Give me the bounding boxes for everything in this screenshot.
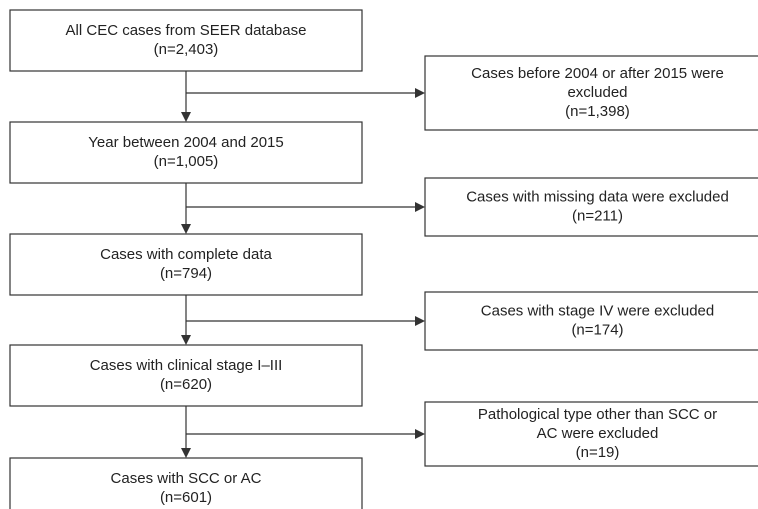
step-box [9, 457, 363, 509]
exclusion-box-text: AC were excluded [537, 425, 659, 442]
exclusion-box-text: Cases with stage IV were excluded [481, 302, 714, 319]
step-box [9, 233, 363, 296]
exclusion-box-text: Cases with missing data were excluded [466, 188, 729, 205]
exclusion-box [424, 55, 758, 131]
arrowhead [415, 429, 425, 439]
arrowhead [415, 88, 425, 98]
arrowhead [181, 112, 191, 122]
exclusion-box-text: Pathological type other than SCC or [478, 406, 717, 423]
step-box [9, 344, 363, 407]
step-box-text: Year between 2004 and 2015 [88, 134, 283, 151]
step-box-text: Cases with complete data [100, 246, 272, 263]
exclusion-box-text: excluded [567, 84, 627, 101]
exclusion-box-text: (n=19) [576, 444, 620, 461]
step-box-text: Cases with clinical stage I–III [90, 357, 283, 374]
exclusion-box [424, 401, 758, 467]
arrowhead [415, 202, 425, 212]
step-box-text: (n=2,403) [154, 41, 219, 58]
arrowhead [181, 335, 191, 345]
exclusion-box [424, 291, 758, 351]
arrowhead [181, 448, 191, 458]
step-box-text: (n=794) [160, 265, 212, 282]
step-box-text: (n=601) [160, 489, 212, 506]
step-box [9, 9, 363, 72]
arrowhead [181, 224, 191, 234]
step-box-text: Cases with SCC or AC [111, 470, 262, 487]
step-box-text: (n=1,005) [154, 153, 219, 170]
exclusion-box-text: (n=211) [572, 207, 623, 224]
exclusion-box-text: (n=1,398) [565, 103, 630, 120]
step-box-text: (n=620) [160, 376, 212, 393]
step-box-text: All CEC cases from SEER database [66, 22, 307, 39]
exclusion-box-text: (n=174) [571, 321, 623, 338]
exclusion-box-text: Cases before 2004 or after 2015 were [471, 65, 724, 82]
step-box [9, 121, 363, 184]
arrowhead [415, 316, 425, 326]
